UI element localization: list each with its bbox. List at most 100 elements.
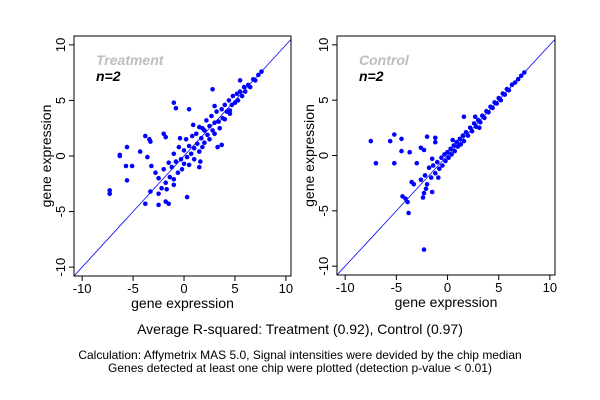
x-tick-label: -5 (391, 280, 403, 295)
data-point (242, 89, 248, 94)
data-point (197, 124, 202, 130)
r-squared-summary: Average R-squared: Treatment (0.92), Con… (137, 321, 463, 337)
data-point (399, 148, 404, 154)
y-axis-label: gene expression (38, 105, 54, 208)
data-point (166, 201, 171, 207)
data-point (486, 110, 491, 115)
data-point (461, 114, 467, 120)
data-point (437, 166, 442, 172)
data-point (181, 161, 187, 167)
data-point (137, 149, 143, 154)
data-point (222, 117, 228, 122)
data-point (186, 107, 192, 112)
data-point (433, 139, 438, 145)
x-tick-label: 10 (543, 280, 557, 295)
data-point (467, 125, 473, 131)
data-point (368, 138, 374, 144)
data-point (210, 128, 215, 133)
data-point (209, 113, 214, 119)
data-point (195, 141, 200, 147)
data-point (429, 156, 435, 162)
data-point (256, 72, 261, 78)
data-point (186, 143, 192, 149)
data-point (117, 153, 123, 159)
data-point (405, 199, 410, 205)
data-point (199, 135, 204, 141)
data-point (421, 147, 427, 153)
data-point (184, 154, 190, 160)
data-point (184, 194, 190, 200)
data-point (424, 182, 430, 187)
data-point (183, 137, 189, 142)
data-point (450, 137, 456, 143)
data-point (435, 159, 440, 165)
data-point (191, 145, 197, 151)
data-point (219, 107, 224, 112)
data-point (423, 186, 429, 191)
data-point (253, 78, 258, 83)
data-point (490, 105, 495, 111)
data-point (502, 92, 508, 97)
data-point (200, 144, 205, 150)
y-tick-label: -10 (316, 257, 331, 276)
data-point (247, 84, 253, 90)
data-point (175, 170, 181, 175)
data-point (179, 167, 185, 172)
data-point (461, 138, 467, 144)
data-point (465, 133, 471, 138)
data-point (207, 123, 212, 129)
data-point (458, 142, 464, 147)
data-point (202, 128, 207, 133)
scatter-panel-control: -10 -5 0 5 10 -10 -5 0 5 10 gene expression gene ex… (301, 35, 557, 310)
data-point (440, 163, 445, 168)
data-point (188, 151, 194, 157)
data-point (448, 146, 453, 152)
y-tick-label: 5 (53, 97, 68, 104)
data-point (392, 160, 397, 166)
data-point (123, 163, 129, 169)
y-tick-label: 0 (316, 152, 331, 159)
data-point (169, 164, 175, 170)
data-point (171, 100, 177, 105)
data-point (460, 133, 466, 138)
data-point (420, 195, 426, 200)
data-point (226, 98, 232, 103)
data-point (498, 97, 504, 103)
data-point (189, 133, 195, 139)
data-point (191, 157, 197, 162)
x-axis-label: gene expression (395, 294, 498, 310)
data-point (153, 170, 158, 175)
data-point (163, 180, 168, 185)
data-point (156, 202, 161, 208)
data-point (204, 118, 209, 123)
data-point (421, 247, 427, 252)
data-point (166, 160, 171, 165)
x-tick-label: 0 (444, 280, 451, 295)
data-point (454, 139, 460, 145)
data-point (181, 148, 187, 153)
data-point (156, 175, 161, 181)
data-point (239, 93, 245, 99)
data-point (178, 157, 184, 162)
data-point (463, 130, 469, 135)
y-axis-label: gene expression (301, 104, 317, 207)
data-point (443, 158, 448, 164)
data-point (522, 70, 527, 75)
data-point (445, 149, 450, 155)
data-point (424, 134, 430, 139)
data-point (173, 105, 179, 111)
data-point (197, 149, 202, 154)
data-point (171, 182, 177, 188)
data-point (227, 108, 233, 113)
x-tick-label: 0 (180, 281, 187, 296)
y-tick-label: 10 (53, 38, 68, 52)
data-point (107, 188, 112, 193)
data-point (171, 177, 177, 182)
data-point (202, 140, 207, 145)
data-point (212, 103, 217, 109)
panel-title: Control (359, 52, 410, 68)
data-point (164, 187, 169, 192)
data-point (471, 121, 477, 126)
data-point (230, 93, 236, 99)
